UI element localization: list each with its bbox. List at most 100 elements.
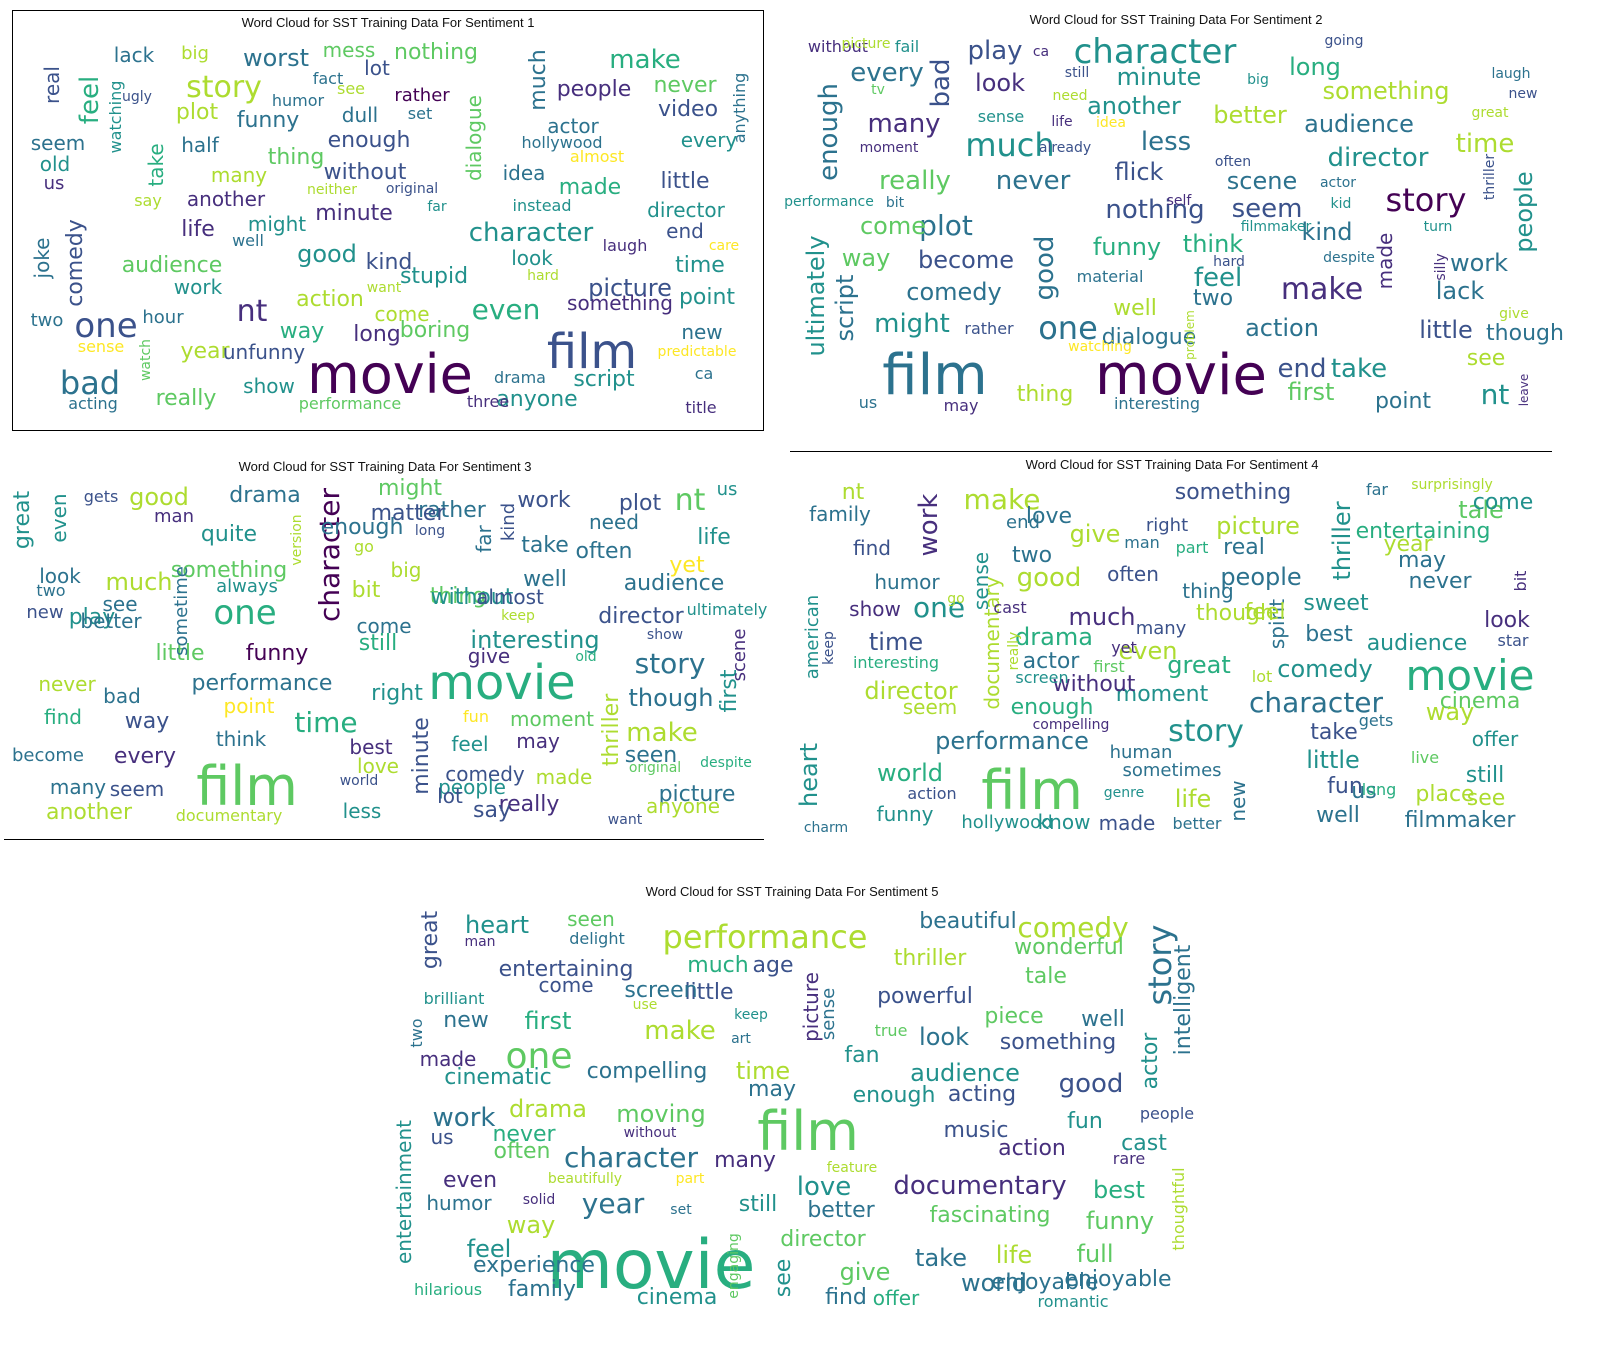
- cloud-1-word: much: [526, 49, 551, 111]
- cloud-1-word: look: [511, 246, 553, 270]
- cloud-2-word: movie: [1095, 343, 1267, 408]
- cloud-2-word: take: [1330, 354, 1388, 384]
- cloud-5-word: acting: [947, 1082, 1017, 1107]
- cloud-1-word: point: [678, 285, 736, 310]
- cloud-4-word: something: [1174, 480, 1292, 505]
- cloud-1-word: life: [181, 217, 215, 242]
- cloud-4-word: world: [876, 759, 944, 787]
- cloud-4-word: really: [1006, 631, 1022, 671]
- cloud-3-word: new: [26, 602, 64, 623]
- cloud-1-word: instead: [512, 196, 572, 215]
- cloud-4-word: see: [1466, 786, 1506, 811]
- cloud-4-word: moment: [1115, 682, 1209, 707]
- cloud-3-word: go: [354, 537, 374, 556]
- cloud-3-word: life: [697, 525, 731, 550]
- cloud-5-word: entertainment: [392, 1120, 416, 1264]
- cloud-5-word: piece: [984, 1004, 1044, 1029]
- cloud-1-word: really: [155, 386, 217, 411]
- cloud-2-word: nt: [1480, 378, 1510, 411]
- cloud-5-word: moving: [616, 1100, 706, 1128]
- cloud-1-word: kind: [365, 250, 413, 275]
- cloud-3-word: thing: [429, 584, 487, 609]
- cloud-5-word: director: [780, 1227, 866, 1252]
- cloud-title-3: Word Cloud for SST Training Data For Sen…: [238, 459, 532, 474]
- cloud-5-word: movie: [546, 1226, 756, 1305]
- cloud-1-word: sense: [77, 337, 125, 356]
- cloud-3-word: film: [196, 755, 298, 818]
- cloud-2-word: going: [1324, 33, 1364, 49]
- cloud-3-word: might: [377, 476, 443, 501]
- cloud-3-word: many: [49, 775, 107, 799]
- cloud-4-word: screen: [1015, 668, 1069, 687]
- cloud-5-word: seen: [567, 907, 615, 931]
- cloud-4-word: without: [1052, 672, 1136, 697]
- cloud-1-word: enough: [327, 128, 411, 153]
- cloud-2-word: people: [1510, 171, 1538, 253]
- cloud-1-word: come: [374, 302, 430, 326]
- cloud-5-word: fun: [1067, 1109, 1103, 1134]
- cloud-3-word: love: [357, 754, 399, 778]
- cloud-2-word: performance: [784, 194, 874, 210]
- cloud-2-word: make: [1280, 272, 1364, 307]
- cloud-3-word: minute: [409, 717, 434, 795]
- cloud-5-word: fan: [844, 1043, 880, 1068]
- cloud-4-word: love: [1025, 504, 1073, 529]
- cloud-2-word: self: [1166, 193, 1192, 209]
- cloud-5-word: even: [442, 1168, 498, 1193]
- cloud-5-word: set: [670, 1202, 692, 1218]
- cloud-2-word: action: [1245, 314, 1319, 342]
- cloud-5-word: use: [632, 997, 658, 1013]
- cloud-4-word: time: [868, 628, 924, 656]
- cloud-5-word: time: [735, 1057, 791, 1085]
- cloud-2-word: feel: [1193, 263, 1243, 293]
- cloud-1-word: two: [30, 310, 64, 331]
- cloud-2-word: much: [965, 126, 1055, 164]
- cloud-5-word: comedy: [1017, 911, 1129, 944]
- cloud-4-word: end: [1006, 512, 1040, 533]
- cloud-5-word: offer: [872, 1286, 920, 1310]
- cloud-2-word: tv: [871, 82, 885, 98]
- cloud-3-word: anyone: [646, 794, 720, 818]
- cloud-5-word: film: [757, 1100, 859, 1163]
- cloud-3-word: original: [628, 760, 682, 776]
- cloud-4-word: performance: [935, 727, 1089, 755]
- cloud-1-word: rather: [394, 85, 450, 106]
- cloud-4-word: sometimes: [1122, 760, 1222, 781]
- cloud-5-word: find: [825, 1285, 867, 1310]
- cloud-3-word: bit: [351, 578, 381, 603]
- cloud-1-word: another: [186, 187, 266, 211]
- cloud-4-word: funny: [876, 802, 934, 826]
- cloud-3-word: plot: [618, 491, 662, 516]
- cloud-3-word: yet: [669, 553, 705, 578]
- cloud-3-word: performance: [191, 671, 333, 696]
- cloud-4-word: compelling: [1032, 717, 1110, 733]
- cloud-1-word: many: [210, 163, 268, 187]
- cloud-5-word: enjoyable: [1064, 1267, 1172, 1292]
- cloud-1-word: long: [353, 322, 401, 347]
- cloud-4-word: never: [1408, 569, 1472, 594]
- cloud-3-word: often: [575, 539, 633, 564]
- cloud-4-word: gets: [1358, 711, 1394, 730]
- cloud-3-word: far: [472, 525, 496, 553]
- cloud-4-word: lot: [1251, 667, 1273, 686]
- cloud-3-word: even: [47, 493, 71, 543]
- cloud-2-word: come: [859, 212, 927, 240]
- cloud-4-word: little: [1306, 746, 1360, 774]
- cloud-2-word: comedy: [906, 278, 1002, 306]
- cloud-5-word: cinema: [636, 1285, 718, 1310]
- cloud-1-word: hard: [527, 268, 559, 284]
- cloud-5-word: feature: [826, 1160, 878, 1176]
- cloud-4-word: heart: [795, 743, 823, 807]
- cloud-4-word: find: [853, 536, 891, 560]
- cloud-3-word: every: [113, 744, 177, 769]
- cloud-1-word: dull: [341, 103, 379, 127]
- cloud-2-word: thing: [1016, 382, 1074, 407]
- cloud-1-word: film: [546, 324, 638, 380]
- cloud-1-word: stupid: [399, 264, 469, 289]
- cloud-1-word: funny: [236, 108, 300, 133]
- cloud-5-word: look: [919, 1023, 969, 1051]
- cloud-4-word: work: [914, 493, 944, 557]
- cloud-4-word: right: [1145, 515, 1189, 536]
- cloud-2-word: many: [867, 109, 941, 139]
- cloud-1-word: year: [180, 339, 230, 364]
